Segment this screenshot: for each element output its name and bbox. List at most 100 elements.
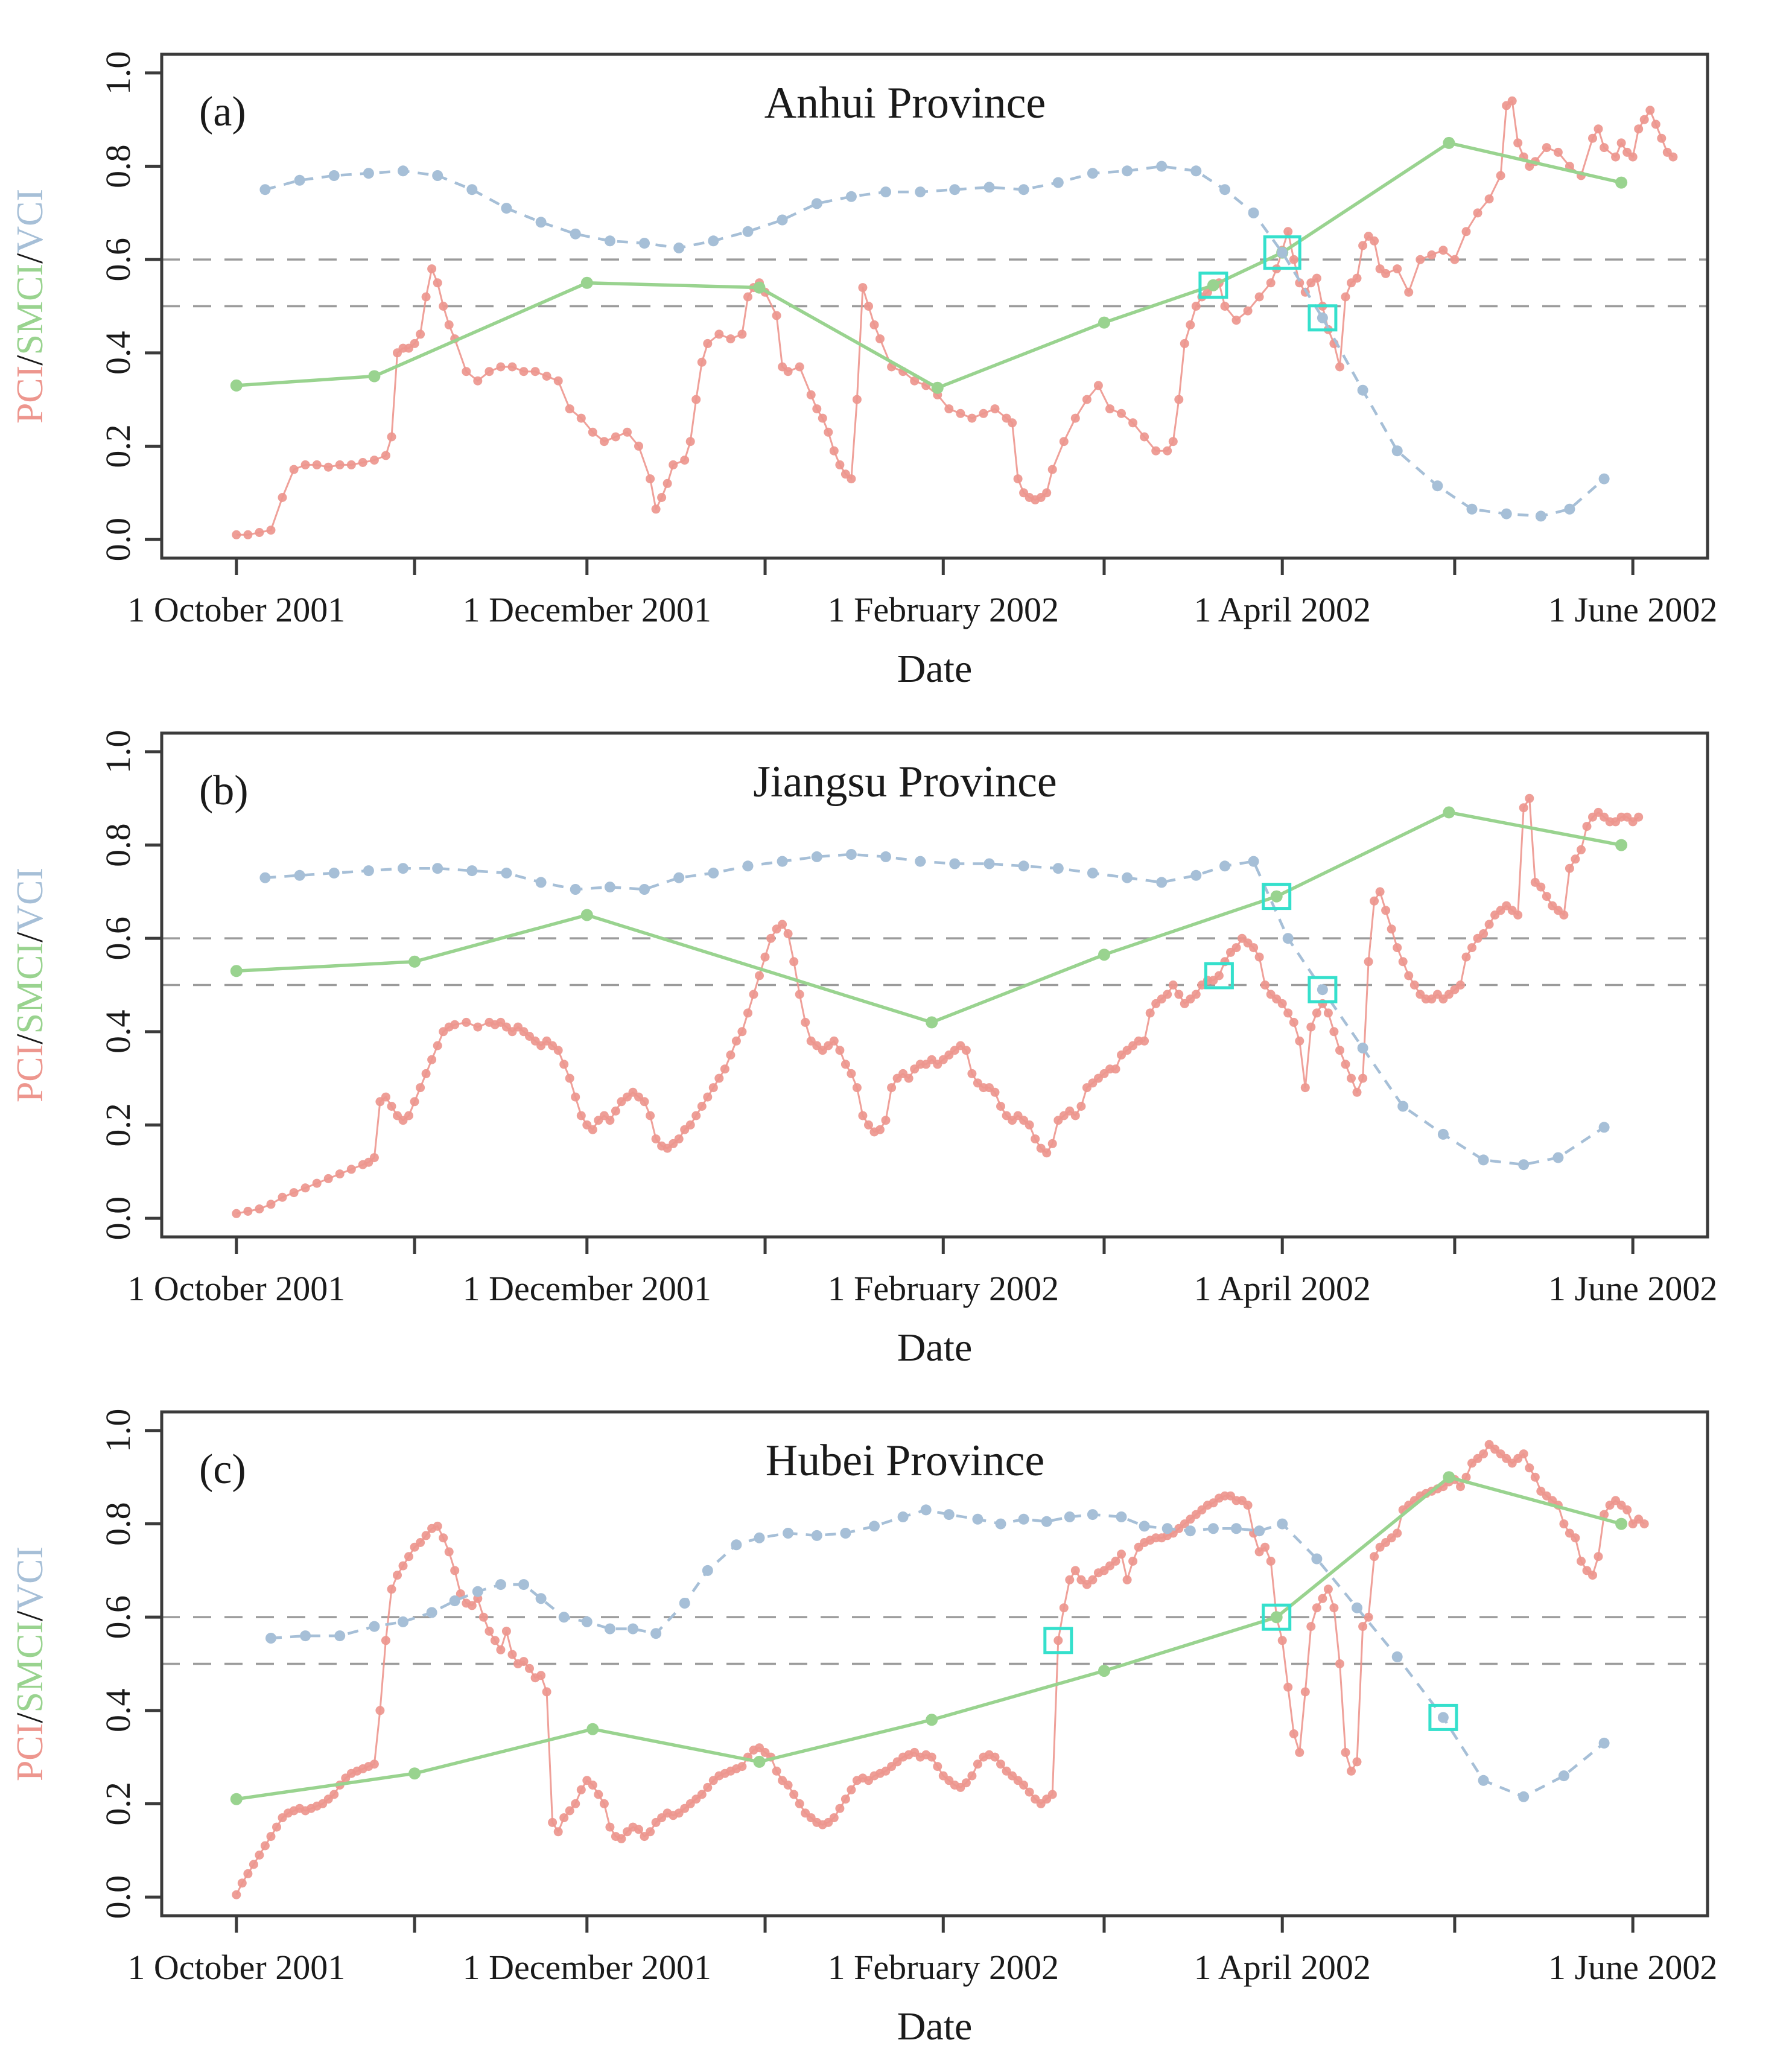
- vci-point: [742, 226, 754, 237]
- highlight-box: [1308, 304, 1338, 332]
- vci-point: [920, 1504, 932, 1516]
- pci-point: [1387, 924, 1396, 934]
- vci-point: [1156, 160, 1168, 172]
- pci-point: [255, 1204, 264, 1214]
- y-axis-title: PCI/SMCI/VCI: [10, 868, 51, 1102]
- vci-point: [915, 186, 926, 198]
- vci-point: [432, 863, 443, 874]
- vci-point: [811, 851, 822, 862]
- pci-point: [1088, 1575, 1098, 1584]
- pci-point: [973, 1759, 982, 1769]
- y-tick-label: 0.8: [98, 1502, 138, 1546]
- pci-point: [496, 362, 506, 372]
- pci-point: [1375, 887, 1385, 897]
- vci-point: [1254, 1525, 1265, 1537]
- pci-point: [1438, 246, 1448, 255]
- pci-point: [697, 1790, 707, 1799]
- vci-point: [1018, 1513, 1029, 1525]
- pci-point: [519, 367, 529, 377]
- pci-point: [634, 1825, 643, 1834]
- plot-frame: [160, 1410, 1709, 1918]
- pci-point: [766, 933, 776, 943]
- threshold-lines: [162, 937, 1708, 987]
- vci-point: [432, 170, 443, 181]
- highlight-box: [1198, 272, 1228, 299]
- pci-point: [421, 1531, 431, 1540]
- y-tick-label: 0.6: [98, 917, 138, 961]
- pci-point: [1507, 96, 1517, 106]
- vci-line: [265, 853, 1605, 1166]
- smci-point: [1270, 890, 1283, 903]
- pci-point: [1295, 1747, 1304, 1757]
- y-axis-title-part: /: [10, 1034, 51, 1044]
- pci-point: [1053, 1636, 1063, 1645]
- smci-point: [230, 379, 243, 392]
- vci-point: [570, 884, 581, 895]
- pci-point: [1168, 980, 1178, 990]
- vci-point: [1184, 1525, 1196, 1537]
- y-axis-title-part: /: [10, 355, 51, 366]
- y-axis-title-part: PCI: [10, 1044, 51, 1102]
- chart-title: Anhui Province: [764, 78, 1046, 128]
- pci-point: [243, 1869, 253, 1878]
- pci-point: [1047, 1790, 1057, 1799]
- pci-point: [1513, 910, 1523, 920]
- pci-point: [410, 338, 419, 348]
- pci-point: [1140, 1036, 1149, 1046]
- pci-point: [507, 1650, 517, 1659]
- smci-point: [230, 1793, 243, 1805]
- vci-point: [1282, 933, 1294, 944]
- pci-point: [1283, 1008, 1293, 1018]
- pci-point: [835, 1046, 845, 1055]
- pci-point: [714, 1073, 724, 1083]
- plot-frame: [160, 731, 1709, 1239]
- pci-point: [1616, 138, 1626, 148]
- threshold-lines: [162, 258, 1708, 308]
- pci-point: [1082, 395, 1092, 404]
- pci-point: [1231, 316, 1241, 325]
- highlight-boxes: [1043, 1603, 1458, 1731]
- vci-point: [869, 1521, 880, 1532]
- pci-point: [1047, 465, 1057, 474]
- vci-point: [294, 174, 305, 186]
- pci-point: [375, 1706, 385, 1715]
- pci-point: [1008, 418, 1017, 428]
- y-tick-label: 0.2: [98, 1782, 138, 1826]
- pci-point: [611, 1106, 620, 1116]
- pci-point: [1312, 273, 1321, 283]
- pci-point: [456, 1589, 465, 1598]
- vci-point: [897, 1511, 909, 1522]
- vci-point: [518, 1579, 529, 1591]
- pci-point: [576, 1111, 586, 1120]
- pci-point: [1323, 1008, 1333, 1018]
- pci-point: [1645, 106, 1655, 115]
- pci-point: [1031, 1134, 1040, 1144]
- pci-point: [1093, 381, 1103, 390]
- pci-point: [1065, 1575, 1075, 1584]
- pci-point: [507, 362, 517, 372]
- pci-point: [789, 1790, 799, 1799]
- pci-point: [858, 1111, 868, 1120]
- pci-point: [1542, 143, 1551, 153]
- vci-point: [1116, 1511, 1127, 1522]
- pci-point: [623, 427, 632, 437]
- y-tick-label: 0.2: [98, 424, 138, 468]
- y-axis-title: PCI/SMCI/VCI: [10, 1546, 51, 1781]
- pci-point: [852, 395, 862, 404]
- pci-point: [485, 1626, 494, 1636]
- pci-point: [278, 1192, 287, 1202]
- pci-point: [588, 1125, 597, 1134]
- pci-point: [243, 530, 253, 539]
- vci-point: [943, 1509, 955, 1521]
- x-tick-label: 1 June 2002: [1548, 590, 1717, 629]
- pci-point: [869, 320, 879, 329]
- highlight-box: [1428, 1703, 1458, 1731]
- pci-point: [691, 1111, 701, 1120]
- pci-point: [1461, 1472, 1471, 1482]
- pci-point: [1163, 990, 1172, 999]
- vci-point: [1397, 1101, 1409, 1112]
- smci-point: [753, 1755, 766, 1768]
- pci-point: [1393, 1528, 1402, 1538]
- pci-point: [1525, 1463, 1534, 1473]
